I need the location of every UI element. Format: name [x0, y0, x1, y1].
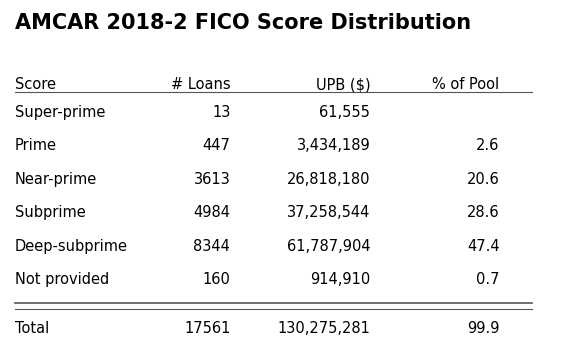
Text: Super-prime: Super-prime [15, 105, 105, 120]
Text: 8344: 8344 [193, 239, 230, 254]
Text: UPB ($): UPB ($) [316, 77, 370, 92]
Text: 61,555: 61,555 [319, 105, 370, 120]
Text: 130,275,281: 130,275,281 [278, 320, 370, 336]
Text: Prime: Prime [15, 138, 57, 153]
Text: 2.6: 2.6 [476, 138, 499, 153]
Text: 20.6: 20.6 [467, 172, 499, 187]
Text: 13: 13 [212, 105, 230, 120]
Text: 160: 160 [202, 272, 230, 287]
Text: % of Pool: % of Pool [433, 77, 499, 92]
Text: 914,910: 914,910 [310, 272, 370, 287]
Text: Deep-subprime: Deep-subprime [15, 239, 128, 254]
Text: 37,258,544: 37,258,544 [287, 205, 370, 220]
Text: 61,787,904: 61,787,904 [287, 239, 370, 254]
Text: 26,818,180: 26,818,180 [287, 172, 370, 187]
Text: 17561: 17561 [184, 320, 230, 336]
Text: 3613: 3613 [194, 172, 230, 187]
Text: # Loans: # Loans [170, 77, 230, 92]
Text: 0.7: 0.7 [476, 272, 499, 287]
Text: 3,434,189: 3,434,189 [296, 138, 371, 153]
Text: Near-prime: Near-prime [15, 172, 97, 187]
Text: 99.9: 99.9 [467, 320, 499, 336]
Text: AMCAR 2018-2 FICO Score Distribution: AMCAR 2018-2 FICO Score Distribution [15, 13, 471, 33]
Text: Total: Total [15, 320, 49, 336]
Text: Subprime: Subprime [15, 205, 85, 220]
Text: 447: 447 [202, 138, 230, 153]
Text: Score: Score [15, 77, 56, 92]
Text: 28.6: 28.6 [467, 205, 499, 220]
Text: Not provided: Not provided [15, 272, 109, 287]
Text: 47.4: 47.4 [467, 239, 499, 254]
Text: 4984: 4984 [193, 205, 230, 220]
